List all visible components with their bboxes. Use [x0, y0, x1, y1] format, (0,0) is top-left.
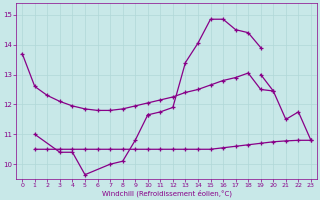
- X-axis label: Windchill (Refroidissement éolien,°C): Windchill (Refroidissement éolien,°C): [101, 190, 232, 197]
